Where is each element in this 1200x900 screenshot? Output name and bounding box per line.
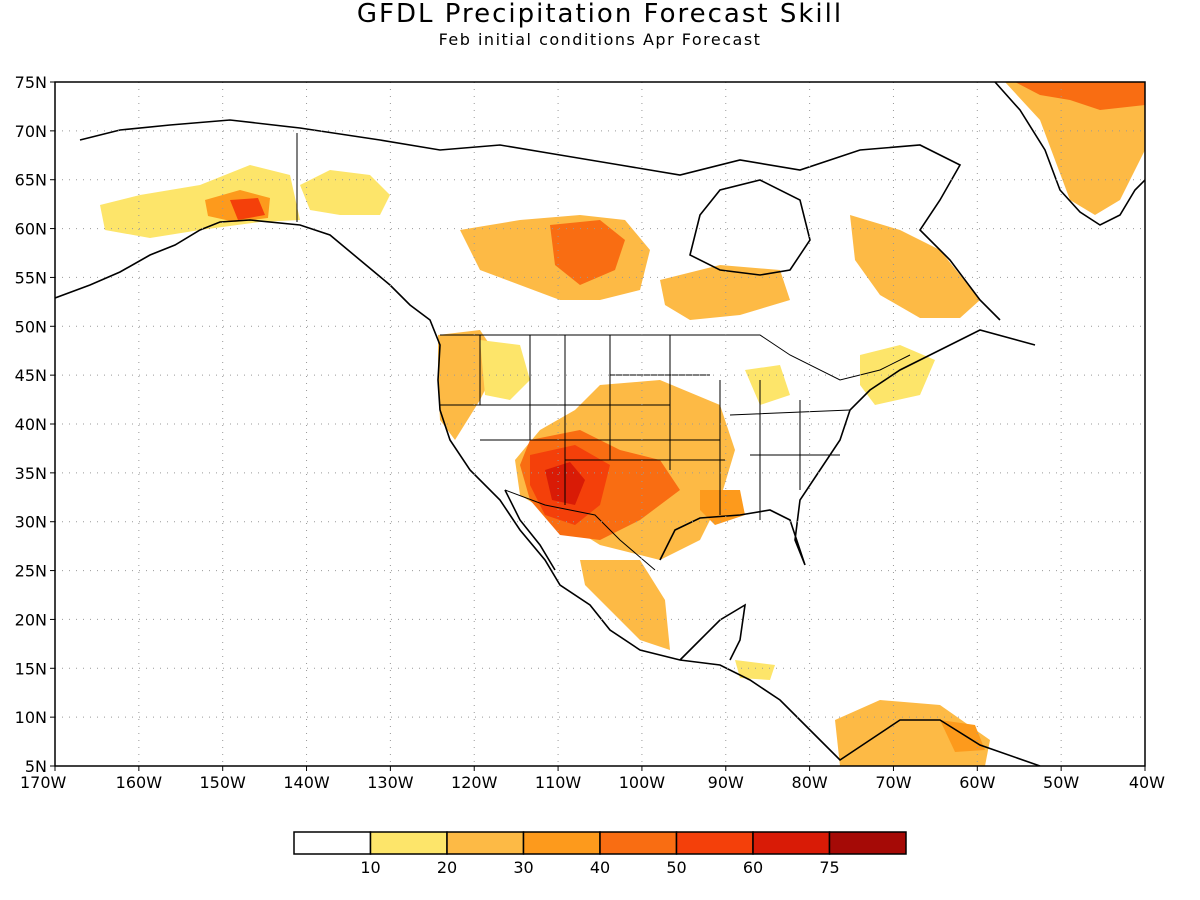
lat-label: 65N [15, 171, 47, 190]
colorbar-tick-label: 30 [513, 858, 533, 877]
lat-label: 70N [15, 122, 47, 141]
colorbar-tick-label: 75 [819, 858, 839, 877]
longitude-labels: 170W 160W 150W 140W 130W 120W 110W 100W 90W 80W 70… [20, 766, 1165, 792]
lon-label: 40W [1129, 773, 1165, 792]
lat-label: 25N [15, 562, 47, 581]
colorbar-swatch [675, 831, 754, 855]
colorbar-tick-label: 50 [666, 858, 686, 877]
skill-area-great-lakes [745, 365, 790, 405]
colorbar-swatch [828, 831, 907, 855]
greenland-coastline [994, 82, 1145, 226]
lat-label: 40N [15, 415, 47, 434]
colorbar-swatch [293, 831, 372, 855]
skill-shading [100, 82, 1145, 766]
lon-label: 60W [959, 773, 995, 792]
north-america-coastline [55, 219, 1041, 766]
skill-area-mexico [580, 560, 670, 650]
colorbar-tick-label: 20 [437, 858, 457, 877]
lon-label: 140W [283, 773, 330, 792]
baja-coastline [504, 489, 556, 571]
lon-label: 50W [1043, 773, 1079, 792]
skill-area-alaska [100, 165, 300, 238]
lon-label: 120W [451, 773, 498, 792]
lon-label: 70W [875, 773, 911, 792]
skill-area-greenland [1005, 82, 1145, 215]
arctic-coastline [79, 119, 1001, 321]
lat-label: 15N [15, 659, 47, 678]
skill-area-northeast [860, 345, 935, 405]
lat-label: 55N [15, 268, 47, 287]
colorbar-swatch [752, 831, 831, 855]
colorbar-tick-label: 10 [360, 858, 380, 877]
map-subtitle: Feb initial conditions Apr Forecast [438, 30, 762, 49]
skill-area-idaho [480, 340, 530, 400]
lon-label: 170W [20, 773, 67, 792]
colorbar-swatch [522, 831, 601, 855]
colorbar: 10 20 30 40 50 60 75 [293, 831, 907, 877]
lon-label: 90W [708, 773, 744, 792]
lat-label: 5N [25, 757, 47, 776]
skill-area-alaska-core [230, 198, 265, 220]
lat-label: 50N [15, 317, 47, 336]
coastlines [55, 82, 1145, 766]
colorbar-tick-label: 60 [743, 858, 763, 877]
state-lines [440, 335, 851, 520]
skill-area-east-canada [660, 265, 790, 320]
lat-label: 45N [15, 366, 47, 385]
lon-label: 130W [367, 773, 414, 792]
map-title: GFDL Precipitation Forecast Skill [356, 0, 844, 29]
skill-area-yukon [300, 170, 390, 215]
lat-label: 75N [15, 73, 47, 92]
colorbar-swatch [446, 831, 525, 855]
skill-area-central-canada-mid [550, 220, 625, 285]
lon-label: 150W [200, 773, 247, 792]
lon-label: 110W [535, 773, 582, 792]
skill-area-quebec [850, 215, 980, 318]
skill-area-central-america [735, 660, 775, 680]
lon-label: 100W [619, 773, 666, 792]
colorbar-swatch [369, 831, 448, 855]
gulf-coastline [659, 329, 1036, 566]
colorbar-tick-label: 40 [590, 858, 610, 877]
us-canada-border [440, 334, 911, 381]
yucatan-coastline [679, 603, 747, 661]
lon-label: 80W [792, 773, 828, 792]
colorbar-swatch [599, 831, 678, 855]
latitude-labels: 75N 70N 65N 60N 55N 50N 45N 40N 35N 30N 25N 20N 15N 1… [15, 73, 55, 776]
skill-area-south-america [835, 700, 990, 766]
lat-label: 60N [15, 220, 47, 239]
skill-area-greenland-core [1015, 82, 1145, 110]
us-mexico-border [504, 489, 656, 571]
political-borders [296, 133, 911, 571]
lat-label: 20N [15, 610, 47, 629]
lat-label: 30N [15, 513, 47, 532]
lon-label: 160W [116, 773, 163, 792]
hudson-bay-coastline [689, 179, 811, 276]
lat-label: 10N [15, 708, 47, 727]
lat-label: 35N [15, 464, 47, 483]
skill-area-south-america-core [940, 720, 985, 752]
